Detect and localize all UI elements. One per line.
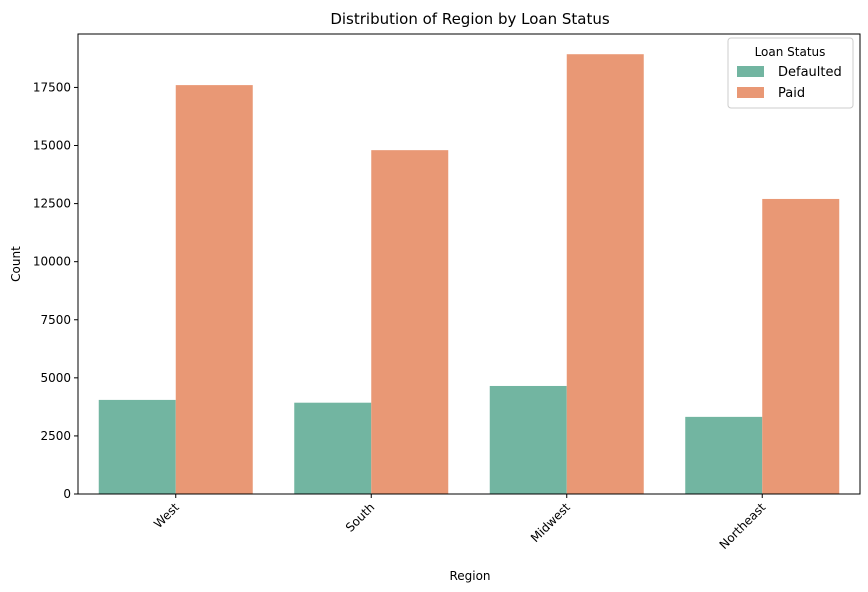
y-tick-label: 5000 — [40, 371, 71, 385]
bar-south-paid — [371, 150, 449, 494]
bar-midwest-defaulted — [489, 385, 567, 494]
bar-west-paid — [175, 85, 253, 494]
y-tick-label: 0 — [63, 487, 71, 501]
y-tick-label: 7500 — [40, 313, 71, 327]
legend-entry-paid: Paid — [778, 86, 805, 101]
legend-title: Loan Status — [755, 45, 826, 59]
y-axis-label: Count — [9, 246, 23, 282]
y-tick-label: 2500 — [40, 429, 71, 443]
bar-northeast-paid — [762, 198, 840, 494]
legend-swatch-paid — [737, 87, 764, 98]
legend-entry-defaulted: Defaulted — [778, 65, 842, 80]
x-axis: West South Midwest Northeast — [151, 494, 769, 552]
y-axis: 0 2500 5000 7500 10000 12500 15000 17500 — [33, 80, 78, 501]
x-tick-label-south: South — [343, 500, 378, 535]
bar-west-defaulted — [98, 399, 176, 494]
plot-area — [77, 33, 861, 495]
y-tick-label: 17500 — [33, 80, 71, 94]
bar-midwest-paid — [566, 54, 644, 494]
y-tick-label: 12500 — [33, 197, 71, 211]
x-tick-label-northeast: Northeast — [717, 500, 769, 552]
x-axis-label: Region — [449, 569, 490, 583]
plot-frame — [77, 33, 861, 495]
x-tick-label-west: West — [151, 500, 182, 531]
x-tick-label-midwest: Midwest — [528, 500, 573, 545]
bar-south-defaulted — [294, 402, 372, 494]
legend-swatch-defaulted — [737, 66, 764, 77]
y-tick-label: 15000 — [33, 139, 71, 153]
bar-northeast-defaulted — [685, 416, 763, 494]
y-tick-label: 10000 — [33, 255, 71, 269]
legend: Loan Status Defaulted Paid — [727, 37, 854, 109]
chart-title: Distribution of Region by Loan Status — [330, 10, 610, 28]
